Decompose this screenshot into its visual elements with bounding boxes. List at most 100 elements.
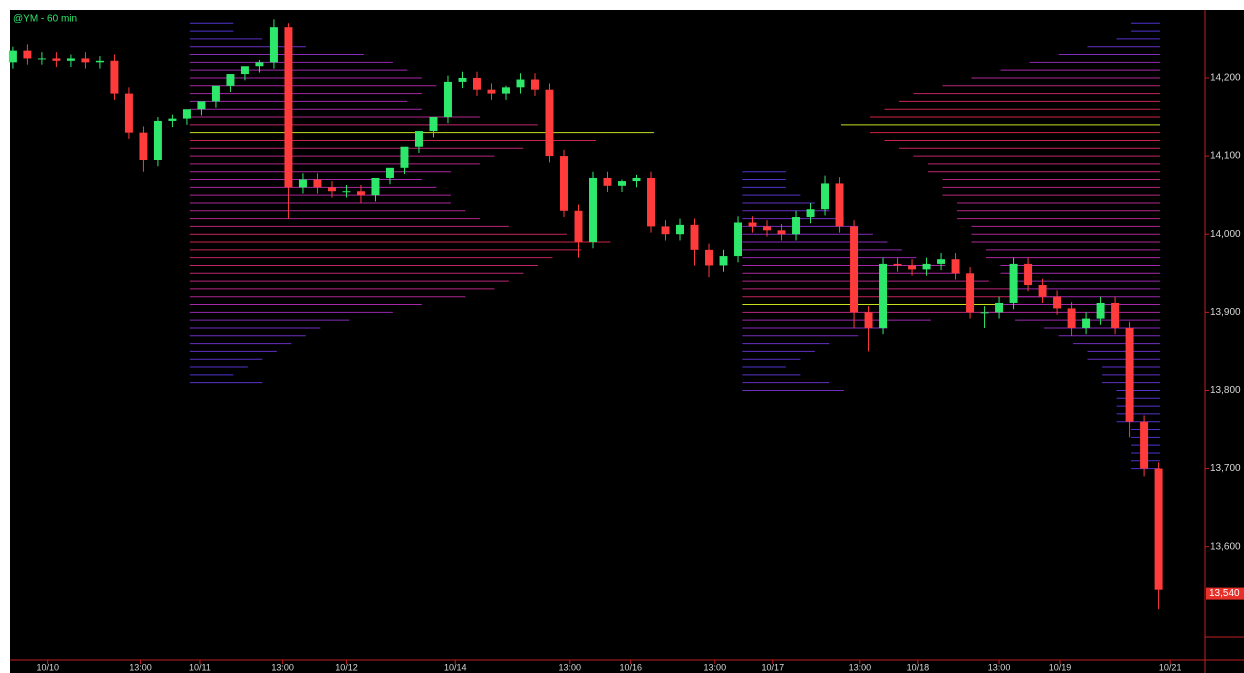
x-tick-label: 10/12 [335,662,358,672]
last-price-label: 13,540 [1209,588,1240,599]
x-tick-label: 10/17 [762,662,785,672]
candle-body [472,77,481,90]
candle-body [589,177,597,243]
x-tick-label: 13:00 [849,662,872,672]
candle-body [414,131,423,147]
candle-body [23,50,32,59]
x-tick-label: 10/10 [36,662,59,672]
candle-body [429,117,438,132]
candle-body [385,167,394,178]
candle-body [922,263,931,270]
candle-body [879,263,888,328]
candle-body [676,224,685,235]
y-tick-label: 14,000 [1210,229,1241,240]
candle-body [298,179,307,188]
candle-body [95,60,104,63]
candle-body [501,87,510,94]
candle-body [908,265,917,270]
candle-body [632,177,641,182]
candle-body [516,79,525,88]
candle-body [124,93,133,133]
x-tick-label: 13:00 [271,662,294,672]
candle-body [371,177,380,196]
x-tick-label: 13:00 [559,662,582,672]
candle-body [197,101,206,110]
candle-body [618,181,626,186]
candle-body [937,259,946,264]
candle-body [530,79,539,90]
candle-body [168,118,177,121]
candle-body [139,132,148,160]
y-tick-label: 13,700 [1210,463,1241,474]
candle-body [1154,468,1163,590]
candle-body [443,81,452,118]
candle-body [995,302,1004,313]
x-tick-label: 10/21 [1159,662,1182,672]
candle-body [81,58,90,63]
candle-body [1096,302,1105,319]
candle-body [52,58,61,61]
candle-body [719,256,728,266]
candle-body [269,27,278,63]
candle-body [313,179,322,188]
candle-body [734,222,743,257]
candle-body [110,60,119,94]
candle-body [748,222,757,227]
candle-body [1111,302,1120,328]
candle-body [182,109,191,119]
x-tick-label: 10/14 [444,662,467,672]
candle-body [690,224,699,250]
candles [8,19,1163,610]
axes: 14,200 14,100 14,000 13,900 13,800 13,700 13,6… [36,73,1244,672]
y-tick-label: 13,800 [1210,385,1241,396]
x-tick-label: 10/16 [619,662,642,672]
background [10,10,1244,673]
x-tick-label: 13:00 [704,662,727,672]
candle-body [153,120,162,160]
candle-body [8,50,17,63]
candle-body [37,58,46,60]
candle-body [763,226,772,231]
candle-body [226,74,235,86]
candle-body [574,210,583,243]
candle-body [560,156,568,211]
x-tick-label: 10/18 [907,662,930,672]
chart-title: @YM - 60 min [13,14,77,25]
candle-body [255,62,264,67]
candle-body [792,217,801,235]
y-tick-label: 14,200 [1210,73,1241,84]
candle-body [487,89,496,94]
candle-body [1038,285,1047,297]
x-tick-label: 10/11 [189,662,211,672]
candle-body [1067,308,1076,328]
x-tick-label: 13:00 [988,662,1011,672]
candle-body [864,312,873,328]
candle-body [821,183,830,210]
candle-body [850,226,859,313]
candle-body [893,263,902,266]
candle-body [400,146,409,168]
volume-profiles [189,22,1161,470]
candle-body [661,226,670,235]
candle-body [951,259,960,274]
candle-body [1082,318,1091,328]
x-tick-label: 10/19 [1049,662,1072,672]
candle-body [806,209,815,218]
candle-body [545,89,554,157]
candle-body [1009,263,1018,303]
candle-body [1053,296,1062,309]
candle-body [835,183,844,227]
candle-body [342,191,351,193]
candle-body [980,312,989,314]
candle-body [705,249,714,266]
candle-body [240,66,249,75]
candle-body [603,177,612,186]
candle-body [777,230,786,235]
candle-body [1140,421,1149,469]
last-price-box [1206,587,1244,600]
candle-body [284,27,293,188]
candle-body [1024,263,1033,285]
candle-body [458,77,467,82]
y-tick-label: 14,100 [1210,151,1241,162]
x-tick-label: 13:00 [129,662,152,672]
